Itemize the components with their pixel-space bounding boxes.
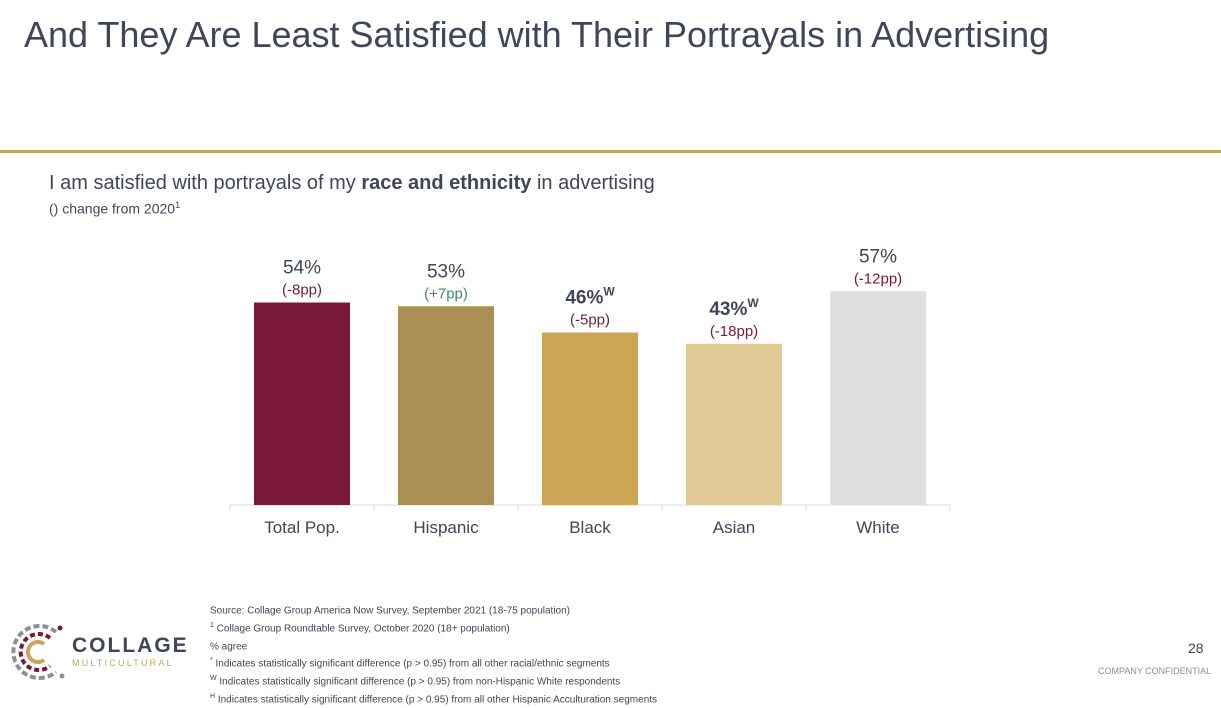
- change-note-text: () change from 2020: [49, 200, 176, 217]
- footnote: H Indicates statistically significant di…: [210, 693, 658, 706]
- change-note-marker: 1: [175, 200, 181, 210]
- change-label: (+7pp): [424, 285, 468, 302]
- confidential-label: COMPANY CONFIDENTIAL: [1098, 666, 1212, 676]
- footnote: * Indicates statistically significant di…: [210, 657, 610, 670]
- value-label: 43%W: [709, 296, 759, 320]
- value-label: 57%: [859, 246, 897, 267]
- footnote: % agree: [210, 640, 248, 652]
- significance-marker: W: [603, 285, 615, 299]
- value-label: 53%: [427, 261, 465, 282]
- subtitle-prefix: I am satisfied with portrayals of my: [49, 172, 362, 194]
- logo-subtitle: MULTICULTURAL: [72, 658, 174, 668]
- change-label: (-8pp): [282, 282, 322, 299]
- page-number: 28: [1188, 640, 1204, 656]
- footnote: Source: Collage Group America Now Survey…: [210, 605, 571, 617]
- title-divider: [0, 150, 1221, 153]
- footnote: 1 Collage Group Roundtable Survey, Octob…: [210, 621, 510, 635]
- change-label: (-5pp): [570, 312, 610, 329]
- significance-marker: W: [747, 296, 759, 310]
- bar-hispanic: [398, 306, 494, 505]
- subtitle-bold: race and ethnicity: [361, 172, 532, 194]
- bar-total-pop: [254, 302, 350, 505]
- bar-chart: (-8pp) 54% Total Pop. (+7pp) 53% Hispanic (-5p…: [229, 246, 951, 537]
- category-label: Total Pop.: [264, 518, 340, 537]
- slide-title: And They Are Least Satisfied with Their …: [24, 14, 1050, 55]
- footnotes: Source: Collage Group America Now Survey…: [210, 601, 657, 708]
- chart-subtitle: I am satisfied with portrayals of my rac…: [49, 172, 655, 195]
- change-label: (-18pp): [710, 323, 758, 340]
- collage-logo-icon: [11, 624, 65, 680]
- category-label: Black: [569, 518, 611, 537]
- change-label: (-12pp): [854, 270, 902, 287]
- bar-asian: [686, 343, 782, 505]
- category-label: Hispanic: [413, 518, 479, 537]
- company-logo: COLLAGE MULTICULTURAL: [4, 616, 187, 686]
- category-label: White: [856, 518, 899, 537]
- footnote: W Indicates statistically significant di…: [210, 675, 621, 688]
- bar-black: [542, 332, 638, 505]
- change-note: () change from 20201: [49, 200, 180, 217]
- bar-white: [830, 291, 926, 505]
- value-label: 54%: [283, 258, 321, 279]
- subtitle-suffix: in advertising: [531, 172, 655, 194]
- logo-wordmark: COLLAGE: [72, 634, 189, 657]
- value-label: 46%W: [565, 285, 615, 309]
- category-label: Asian: [713, 518, 756, 537]
